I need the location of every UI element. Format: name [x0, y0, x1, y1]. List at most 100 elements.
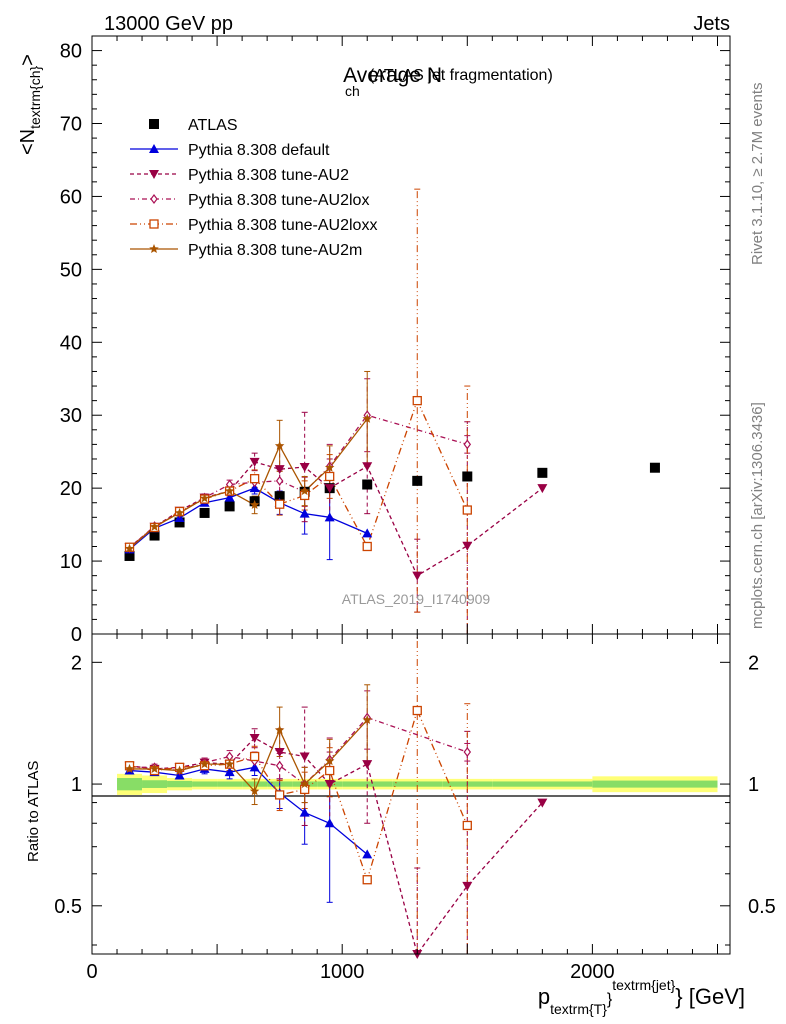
series-2-point — [324, 484, 335, 494]
ratio-series-5-point — [274, 725, 285, 735]
main-y-tick-label: 20 — [60, 478, 82, 500]
ratio-series-3-point — [463, 747, 472, 758]
legend-label: Pythia 8.308 tune-AU2 — [188, 167, 349, 184]
ratio-series-3-point — [275, 760, 284, 771]
series-4-point — [412, 395, 422, 406]
ratio-band-inner — [117, 778, 143, 791]
chart-title: Average N — [343, 64, 442, 87]
main-y-tick-label: 30 — [60, 405, 82, 427]
ratio-series-1-line — [129, 766, 368, 855]
ratio-series-2-line — [129, 737, 543, 954]
main-y-tick-label: 40 — [60, 332, 82, 354]
ratio-y-tick-label: 2 — [71, 652, 82, 674]
ratio-band-inner — [592, 780, 718, 788]
series-0-point — [462, 471, 473, 482]
series-5-point — [224, 486, 235, 496]
ratio-series-4-point — [249, 751, 260, 762]
main-y-tick-label: 60 — [60, 186, 82, 208]
legend-label: Pythia 8.308 tune-AU2lox — [188, 192, 369, 209]
ratio-series-1-point — [299, 807, 310, 817]
series-1-point — [249, 483, 260, 493]
analysis-tag: ATLAS_2019_I1740909 — [342, 591, 491, 607]
series-4-point — [325, 471, 335, 482]
ratio-y-tick-label-right: 2 — [748, 652, 759, 674]
series-5-point — [174, 507, 185, 517]
series-0-point — [537, 467, 548, 478]
ratio-series-2-point — [462, 881, 473, 891]
ratio-series-4-point — [274, 790, 285, 800]
ratio-band-inner — [167, 780, 193, 788]
main-y-tick-label: 50 — [60, 259, 82, 281]
ratio-y-tick-label-right: 0.5 — [748, 896, 776, 918]
ratio-band-inner — [342, 781, 393, 787]
ratio-series-lines — [129, 708, 543, 954]
ratio-series-4-line — [129, 708, 468, 882]
series-1-point — [324, 512, 335, 522]
series-1-line — [129, 487, 368, 550]
series-0-point — [412, 475, 423, 486]
mcplots-label: mcplots.cern.ch [arXiv:1306.3436] — [749, 402, 766, 629]
series-0-point — [362, 479, 373, 490]
main-y-tick-labels: 0 10 20 30 40 50 60 70 80 — [60, 41, 82, 646]
ratio-series-5-line — [129, 719, 368, 793]
chart-title-detail: (ATLAS jet fragmentation) — [369, 67, 553, 84]
ratio-band-inner — [392, 781, 443, 787]
ratio-series-5-point — [174, 765, 185, 775]
series-0-point — [199, 507, 210, 518]
series-5-point — [324, 462, 335, 472]
ratio-series-1-point — [324, 818, 335, 828]
series-5-point — [124, 543, 135, 553]
ratio-series-5-point — [299, 779, 310, 789]
ratio-series-2-point — [274, 748, 285, 758]
legend-label: Pythia 8.308 default — [188, 142, 330, 159]
ratio-series-2-point — [324, 780, 335, 790]
series-2-point — [412, 571, 423, 581]
series-2-point — [249, 457, 260, 467]
ratio-y-tick-labels: 0.5 0.5 1 1 2 2 — [54, 652, 776, 917]
series-5-point — [299, 486, 310, 496]
legend-marker — [150, 194, 158, 204]
ratio-series-5-point — [224, 759, 235, 769]
legend-label: Pythia 8.308 tune-AU2m — [188, 242, 362, 259]
ratio-series-5-point — [362, 715, 372, 725]
x-axis-label: ptextrm{T}}textrm{jet}} [GeV] — [538, 977, 745, 1017]
main-y-tick-label: 0 — [71, 624, 82, 646]
main-y-tick-label: 80 — [60, 41, 82, 63]
series-0-point — [149, 530, 160, 541]
series-4-point — [462, 505, 472, 515]
series-2-point — [462, 541, 473, 551]
series-5-point — [274, 440, 285, 450]
ratio-series-2-point — [537, 798, 548, 808]
series-0-point — [124, 550, 135, 561]
series-0-point — [274, 491, 285, 502]
ratio-band-inner — [492, 781, 593, 787]
series-5-point — [199, 493, 210, 503]
ratio-band-inner — [217, 781, 243, 787]
ratio-series-4-point — [412, 705, 422, 716]
legend-marker — [149, 244, 159, 254]
ratio-y-tick-label-right: 1 — [748, 774, 759, 796]
series-2-point — [537, 484, 548, 494]
legend-marker — [149, 219, 159, 229]
ratio-y-axis-label: Ratio to ATLAS — [25, 761, 42, 862]
series-4-point — [362, 541, 372, 552]
ratio-series-2-point — [299, 752, 310, 762]
series-4-point — [249, 474, 260, 484]
legend: ATLAS Pythia 8.308 default Pythia 8.308 tu… — [130, 117, 377, 259]
main-y-tick-label: 70 — [60, 114, 82, 136]
series-2-point — [362, 462, 373, 472]
legend-marker — [149, 119, 159, 129]
ratio-series-1-point — [249, 762, 260, 772]
ratio-series-4-point — [362, 875, 372, 885]
series-5-point — [149, 521, 160, 531]
y-axis-label: <Ntextrm{ch}> — [17, 54, 43, 155]
header-left: 13000 GeV pp — [104, 13, 233, 35]
series-5-point — [249, 499, 260, 509]
ratio-frame — [91, 633, 731, 955]
series-5-line — [129, 418, 368, 550]
ratio-band-inner — [192, 781, 218, 787]
header-right: Jets — [693, 13, 730, 35]
main-series-lines — [129, 398, 543, 577]
series-5-point — [362, 413, 372, 423]
ratio-series-4-point — [325, 765, 335, 776]
